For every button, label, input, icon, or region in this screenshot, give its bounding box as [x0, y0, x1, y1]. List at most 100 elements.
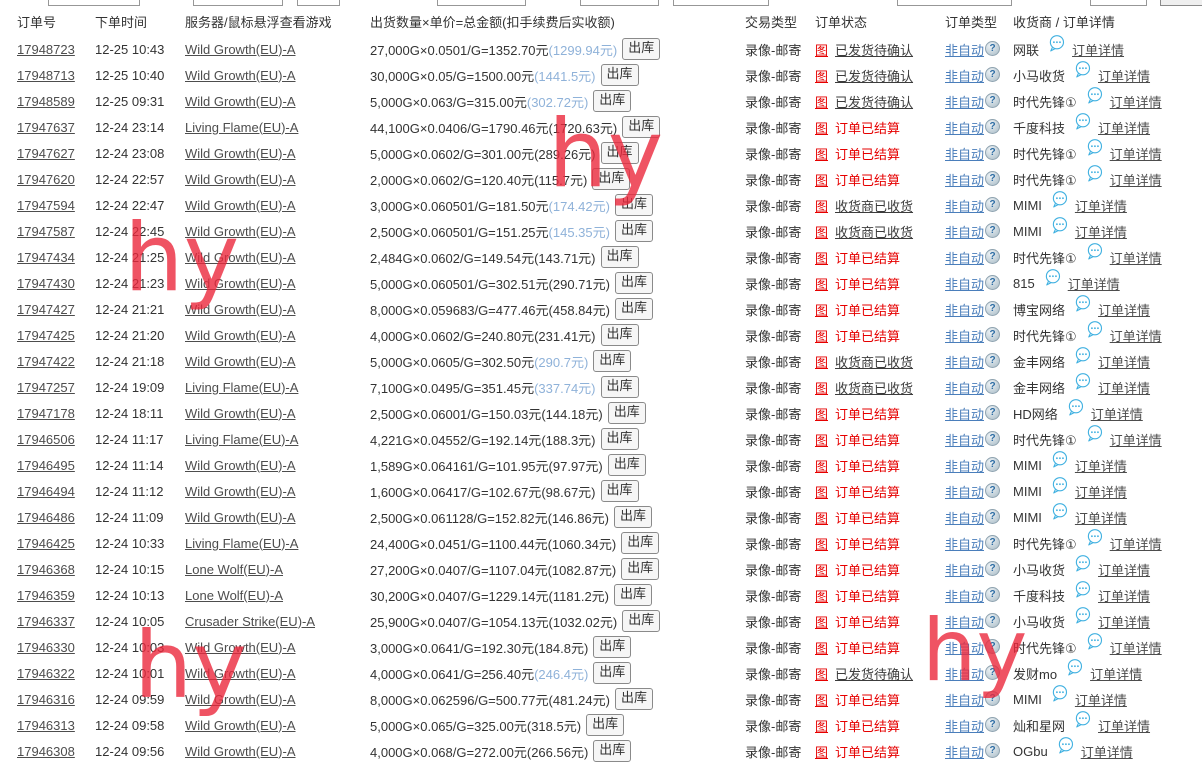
order-detail-link[interactable]: 订单详情 — [1074, 458, 1127, 474]
status-text[interactable]: 订单已结算 — [835, 328, 901, 344]
help-question-icon[interactable]: ? — [985, 40, 1001, 56]
order-id-link[interactable]: 17947257 — [17, 379, 75, 395]
chat-bubble-icon[interactable] — [1050, 216, 1069, 238]
status-text[interactable]: 订单已结算 — [835, 250, 901, 266]
chat-bubble-icon[interactable] — [1073, 346, 1092, 368]
status-image-link[interactable]: 图 — [815, 588, 829, 604]
help-question-icon[interactable]: ? — [985, 66, 1001, 82]
chat-bubble-icon[interactable] — [1073, 710, 1092, 732]
ship-out-button[interactable]: 出库 — [614, 194, 653, 216]
chat-bubble-icon[interactable] — [1085, 528, 1104, 550]
order-id-link[interactable]: 17946337 — [17, 613, 75, 629]
order-id-link[interactable]: 17946330 — [17, 639, 75, 655]
order-type-link[interactable]: 非自动 — [945, 354, 985, 370]
order-type-link[interactable]: 非自动 — [945, 432, 985, 448]
help-question-icon[interactable]: ? — [985, 508, 1001, 524]
help-question-icon[interactable]: ? — [985, 300, 1001, 316]
order-type-link[interactable]: 非自动 — [945, 718, 985, 734]
order-id-link[interactable]: 17947434 — [17, 249, 75, 265]
status-text[interactable]: 已发货待确认 — [835, 68, 914, 84]
order-detail-link[interactable]: 订单详情 — [1098, 354, 1151, 370]
order-id-link[interactable]: 17947425 — [17, 327, 75, 343]
chat-bubble-icon[interactable] — [1043, 268, 1062, 290]
ship-out-button[interactable]: 出库 — [621, 558, 660, 580]
server-link[interactable]: Wild Growth(EU)-A — [185, 249, 296, 265]
help-question-icon[interactable]: ? — [985, 118, 1001, 134]
ship-out-button[interactable]: 出库 — [593, 740, 632, 762]
order-id-link[interactable]: 17947422 — [17, 353, 75, 369]
status-image-link[interactable]: 图 — [815, 718, 829, 734]
server-link[interactable]: Wild Growth(EU)-A — [185, 457, 296, 473]
server-link[interactable]: Wild Growth(EU)-A — [185, 665, 296, 681]
order-detail-link[interactable]: 订单详情 — [1098, 302, 1151, 318]
ship-out-button[interactable]: 出库 — [622, 116, 661, 138]
order-type-link[interactable]: 非自动 — [945, 68, 985, 84]
help-question-icon[interactable]: ? — [985, 274, 1001, 290]
help-question-icon[interactable]: ? — [985, 586, 1001, 602]
server-link[interactable]: Wild Growth(EU)-A — [185, 353, 296, 369]
status-image-link[interactable]: 图 — [815, 432, 829, 448]
order-type-link[interactable]: 非自动 — [945, 146, 985, 162]
order-detail-link[interactable]: 订单详情 — [1090, 406, 1143, 422]
status-text[interactable]: 收货商已收货 — [835, 380, 914, 396]
ship-out-button[interactable]: 出库 — [614, 220, 653, 242]
status-image-link[interactable]: 图 — [815, 406, 829, 422]
help-question-icon[interactable]: ? — [985, 326, 1001, 342]
order-detail-link[interactable]: 订单详情 — [1074, 198, 1127, 214]
status-text[interactable]: 订单已结算 — [835, 276, 901, 292]
status-image-link[interactable]: 图 — [815, 744, 829, 760]
order-detail-link[interactable]: 订单详情 — [1109, 536, 1162, 552]
order-id-link[interactable]: 17947637 — [17, 119, 75, 135]
order-type-link[interactable]: 非自动 — [945, 94, 985, 110]
cropped-input[interactable] — [1090, 0, 1147, 6]
cropped-button[interactable] — [1160, 0, 1202, 6]
order-detail-link[interactable]: 订单详情 — [1067, 276, 1120, 292]
server-link[interactable]: Wild Growth(EU)-A — [185, 197, 296, 213]
ship-out-button[interactable]: 出库 — [622, 610, 661, 632]
ship-out-button[interactable]: 出库 — [614, 688, 653, 710]
server-link[interactable]: Wild Growth(EU)-A — [185, 275, 296, 291]
server-link[interactable]: Living Flame(EU)-A — [185, 379, 299, 395]
order-type-link[interactable]: 非自动 — [945, 484, 985, 500]
order-id-link[interactable]: 17948713 — [17, 67, 75, 83]
status-text[interactable]: 订单已结算 — [835, 692, 901, 708]
chat-bubble-icon[interactable] — [1085, 138, 1104, 160]
chat-bubble-icon[interactable] — [1050, 684, 1069, 706]
server-link[interactable]: Wild Growth(EU)-A — [185, 483, 296, 499]
order-type-link[interactable]: 非自动 — [945, 276, 985, 292]
order-detail-link[interactable]: 订单详情 — [1109, 94, 1162, 110]
cropped-input[interactable] — [297, 0, 340, 6]
ship-out-button[interactable]: 出库 — [622, 38, 661, 60]
chat-bubble-icon[interactable] — [1085, 86, 1104, 108]
order-type-link[interactable]: 非自动 — [945, 666, 985, 682]
order-type-link[interactable]: 非自动 — [945, 458, 985, 474]
help-question-icon[interactable]: ? — [985, 222, 1001, 238]
help-question-icon[interactable]: ? — [985, 456, 1001, 472]
order-id-link[interactable]: 17947427 — [17, 301, 75, 317]
order-detail-link[interactable]: 订单详情 — [1109, 432, 1162, 448]
chat-bubble-icon[interactable] — [1056, 736, 1075, 758]
status-text[interactable]: 订单已结算 — [835, 536, 901, 552]
status-text[interactable]: 订单已结算 — [835, 302, 901, 318]
order-type-link[interactable]: 非自动 — [945, 614, 985, 630]
help-question-icon[interactable]: ? — [985, 742, 1001, 758]
ship-out-button[interactable]: 出库 — [593, 90, 632, 112]
status-text[interactable]: 已发货待确认 — [835, 42, 914, 58]
status-image-link[interactable]: 图 — [815, 302, 829, 318]
chat-bubble-icon[interactable] — [1050, 190, 1069, 212]
cropped-input[interactable] — [437, 0, 526, 6]
ship-out-button[interactable]: 出库 — [607, 402, 646, 424]
status-text[interactable]: 订单已结算 — [835, 718, 901, 734]
order-type-link[interactable]: 非自动 — [945, 536, 985, 552]
order-type-link[interactable]: 非自动 — [945, 380, 985, 396]
status-text[interactable]: 订单已结算 — [835, 146, 901, 162]
status-image-link[interactable]: 图 — [815, 42, 829, 58]
order-id-link[interactable]: 17946495 — [17, 457, 75, 473]
order-detail-link[interactable]: 订单详情 — [1072, 42, 1125, 58]
ship-out-button[interactable]: 出库 — [600, 324, 639, 346]
cropped-input[interactable] — [580, 0, 659, 6]
status-text[interactable]: 订单已结算 — [835, 484, 901, 500]
help-question-icon[interactable]: ? — [985, 404, 1001, 420]
status-text[interactable]: 订单已结算 — [835, 172, 901, 188]
status-image-link[interactable]: 图 — [815, 510, 829, 526]
